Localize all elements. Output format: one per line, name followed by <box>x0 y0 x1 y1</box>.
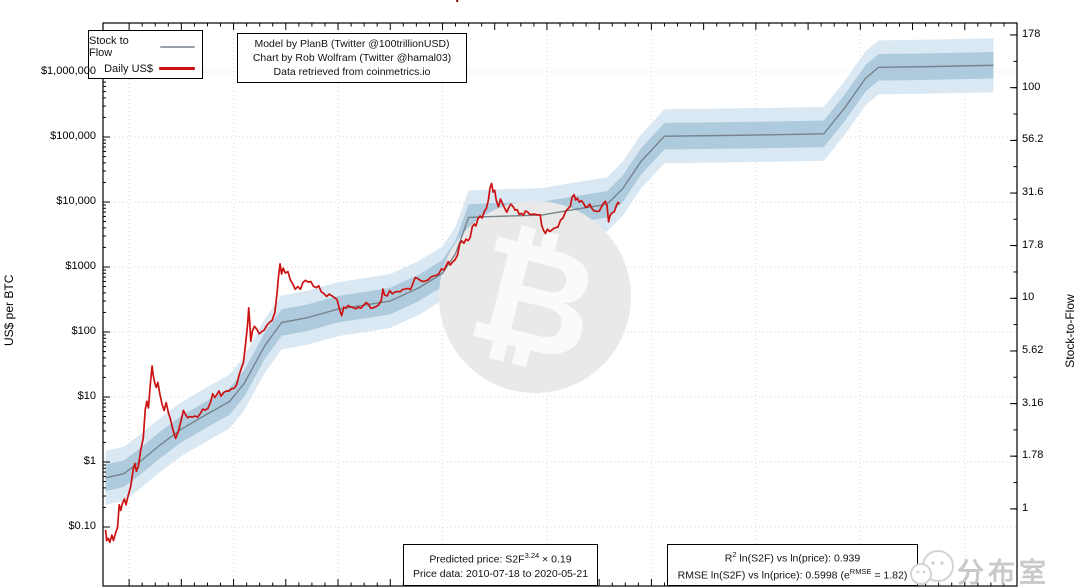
legend-label: Stock to Flow <box>89 34 129 59</box>
y-axis-right-tick-label: 56.2 <box>1022 133 1044 146</box>
y-axis-left-tick-label: $10,000 <box>56 195 96 207</box>
attribution-box: Model by PlanB (Twitter @100trillionUSD)… <box>237 33 467 83</box>
legend-line-sample-gray <box>159 45 195 48</box>
attribution-data: Data retrieved from coinmetrics.io <box>273 66 431 78</box>
y-axis-right-tick-label: 10 <box>1022 291 1035 304</box>
y-axis-right-tick-label: 178 <box>1022 27 1041 40</box>
y-axis-right-tick-label: 31.6 <box>1022 186 1044 199</box>
y-axis-left-tick-label: $1,000,000 <box>40 65 96 77</box>
model-stats-box: R2 ln(S2F) vs ln(price): 0.939 RMSE ln(S… <box>667 544 918 586</box>
y-axis-right-tick-label: 5.62 <box>1022 343 1044 356</box>
legend-item-stock-to-flow: Stock to Flow <box>89 35 202 59</box>
attribution-chart: Chart by Rob Wolfram (Twitter @hamal03) <box>252 52 452 64</box>
y-axis-left-tick-label: $1 <box>83 455 96 467</box>
legend-item-daily-usd: Daily US$ <box>89 63 202 75</box>
page-title-cropped: Bitcoin price and Stock-to-Flow model <box>0 0 1080 6</box>
stock-to-flow-line <box>105 64 994 479</box>
watermark-text: 分布室 <box>957 558 1050 588</box>
attribution-model: Model by PlanB (Twitter @100trillionUSD) <box>254 38 450 50</box>
watermark-logo-icon <box>910 550 954 585</box>
y-axis-right-title: Stock-to-Flow <box>1063 294 1077 368</box>
y-axis-left-tick-label: $0.10 <box>68 520 96 532</box>
price-data-range: Price data: 2010-07-18 to 2020-05-21 <box>412 567 589 580</box>
y-axis-left-tick-label: $100,000 <box>50 130 96 142</box>
legend-box: Stock to Flow Daily US$ <box>88 30 203 79</box>
y-axis-left-tick-label: $10 <box>77 390 96 402</box>
r-squared-stat: R2 ln(S2F) vs ln(price): 0.939 <box>724 549 861 565</box>
y-axis-right-tick-label: 17.8 <box>1022 238 1044 251</box>
legend-label: Daily US$ <box>104 62 153 75</box>
daily-price-line <box>104 182 621 544</box>
y-axis-right-tick-label: 3.16 <box>1022 396 1044 409</box>
legend-line-sample-red <box>159 67 195 70</box>
page-title-text: Bitcoin price and Stock-to-Flow model <box>0 0 1080 3</box>
y-axis-right-tick-label: 1.78 <box>1022 449 1044 462</box>
y-axis-right-tick-label: 1 <box>1022 501 1029 514</box>
rmse-stat: RMSE ln(S2F) vs ln(price): 0.5998 (eRMSE… <box>677 567 908 582</box>
predicted-price-box: Predicted price: S2F3.24 × 0.19 Price da… <box>403 544 598 586</box>
y-axis-left-tick-label: $1000 <box>65 260 96 272</box>
predicted-price-formula: Predicted price: S2F3.24 × 0.19 <box>429 551 572 566</box>
y-axis-right-tick-label: 100 <box>1022 80 1041 93</box>
y-axis-left-tick-label: $100 <box>71 325 96 337</box>
